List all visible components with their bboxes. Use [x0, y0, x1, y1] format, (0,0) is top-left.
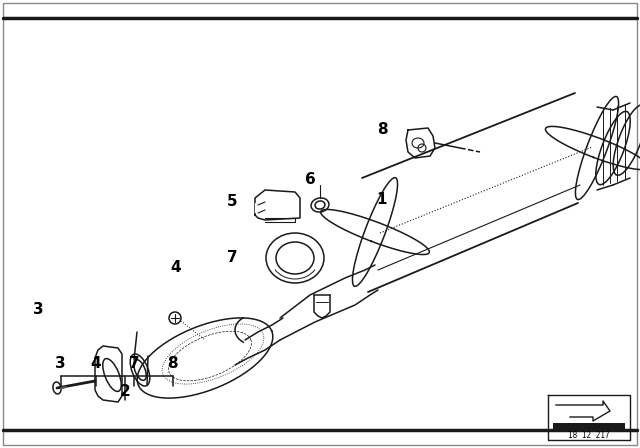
Text: 6: 6 [305, 172, 316, 188]
Bar [553, 423, 625, 431]
Text: 5: 5 [227, 194, 237, 210]
Text: 1: 1 [377, 193, 387, 207]
Text: 3: 3 [33, 302, 44, 318]
Text: 4: 4 [91, 356, 101, 371]
Text: 2: 2 [120, 384, 130, 400]
Text: 3: 3 [56, 356, 66, 371]
Text: 7: 7 [129, 356, 140, 371]
Text: 8: 8 [377, 122, 387, 138]
Text: 4: 4 [171, 260, 181, 276]
Text: 18 12 217: 18 12 217 [568, 431, 610, 440]
Text: 7: 7 [227, 250, 237, 266]
Text: 8: 8 [168, 356, 178, 371]
